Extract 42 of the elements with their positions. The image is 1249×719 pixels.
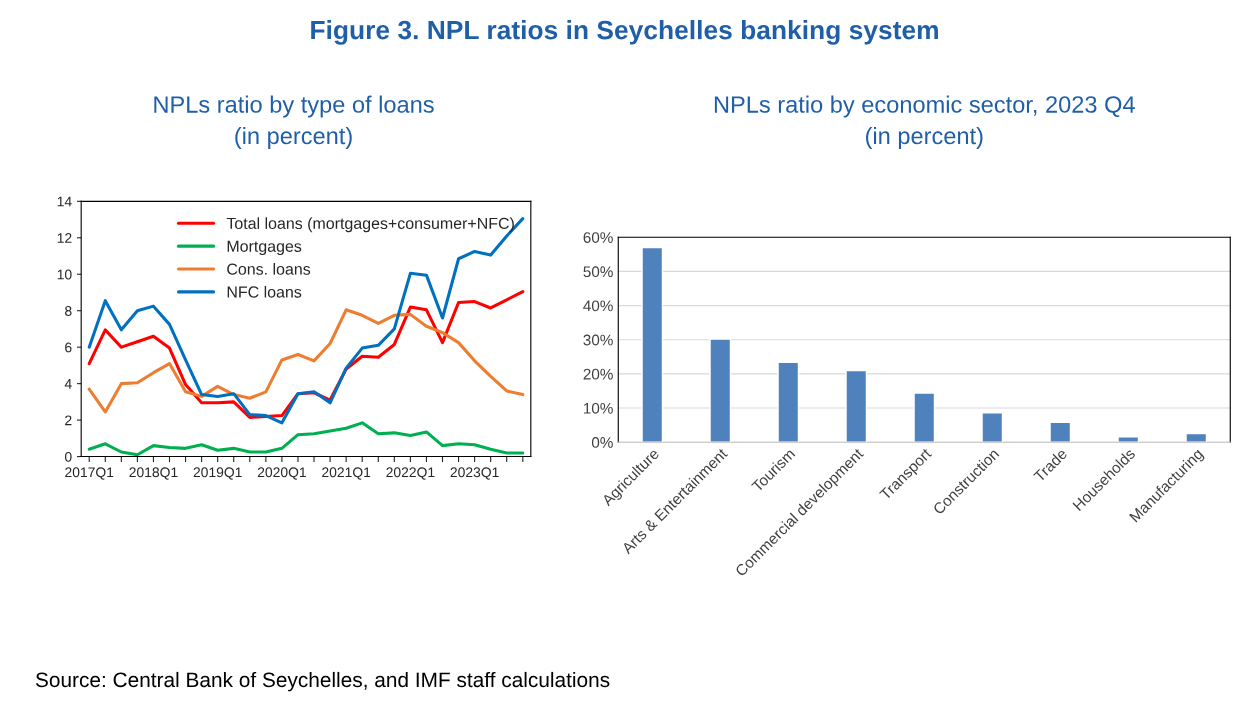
bar	[981, 412, 1004, 443]
y-tick-label: 2	[65, 415, 72, 426]
bar	[641, 246, 664, 443]
x-tick-label: 2019Q1	[193, 467, 242, 480]
bar	[709, 338, 732, 443]
y-tick-label: 0	[64, 451, 72, 462]
y-tick-label: 8	[65, 306, 72, 316]
source-note: Source: Central Bank of Seychelles, and IMF staff calculations	[35, 671, 610, 692]
y-tick-label: 0%	[591, 437, 613, 448]
x-tick-label: 2023Q1	[450, 467, 499, 480]
x-tick-label: 2017Q1	[65, 467, 114, 480]
text: Figure 3. NPL ratios in Seychelles banking system	[311, 20, 938, 45]
bar	[913, 392, 936, 443]
y-tick-label: 60%	[583, 232, 613, 243]
y-tick-label: 50%	[583, 266, 613, 278]
x-tick-label: 2018Q1	[129, 467, 178, 480]
y-tick-label: 40%	[583, 300, 613, 312]
x-tick-label: 2021Q1	[322, 467, 371, 480]
chart-subtitle: NPLs ratio by economic sector, 2023 Q4 (in percent)	[714, 95, 1135, 149]
bar	[845, 369, 868, 443]
y-tick-label: 6	[65, 342, 72, 353]
y-tick-label: 12	[57, 233, 72, 243]
legend-label: Mortgages	[227, 240, 302, 256]
legend-label: Total loans (mortgages+consumer+NFC)	[226, 217, 514, 233]
y-tick-label: 20%	[583, 368, 613, 380]
y-tick-label: 10%	[583, 402, 613, 414]
line-series	[87, 217, 525, 425]
y-tick-label: 4	[64, 379, 72, 389]
y-tick-label: 10	[57, 269, 72, 280]
bar	[1049, 421, 1072, 443]
bar	[1185, 432, 1208, 443]
bar	[777, 361, 800, 443]
legend-label: Cons. loans	[227, 263, 311, 275]
x-tick-label: 2022Q1	[386, 467, 435, 480]
line-series	[87, 308, 525, 414]
y-tick-label: 14	[57, 196, 72, 207]
legend-label: NFC loans	[227, 285, 302, 298]
line-series	[87, 421, 525, 457]
chart-subtitle: NPLs ratio by type of loans (in percent)	[154, 95, 434, 149]
x-tick-label: 2020Q1	[257, 467, 306, 480]
bar	[1117, 436, 1140, 443]
y-tick-label: 30%	[583, 334, 613, 346]
